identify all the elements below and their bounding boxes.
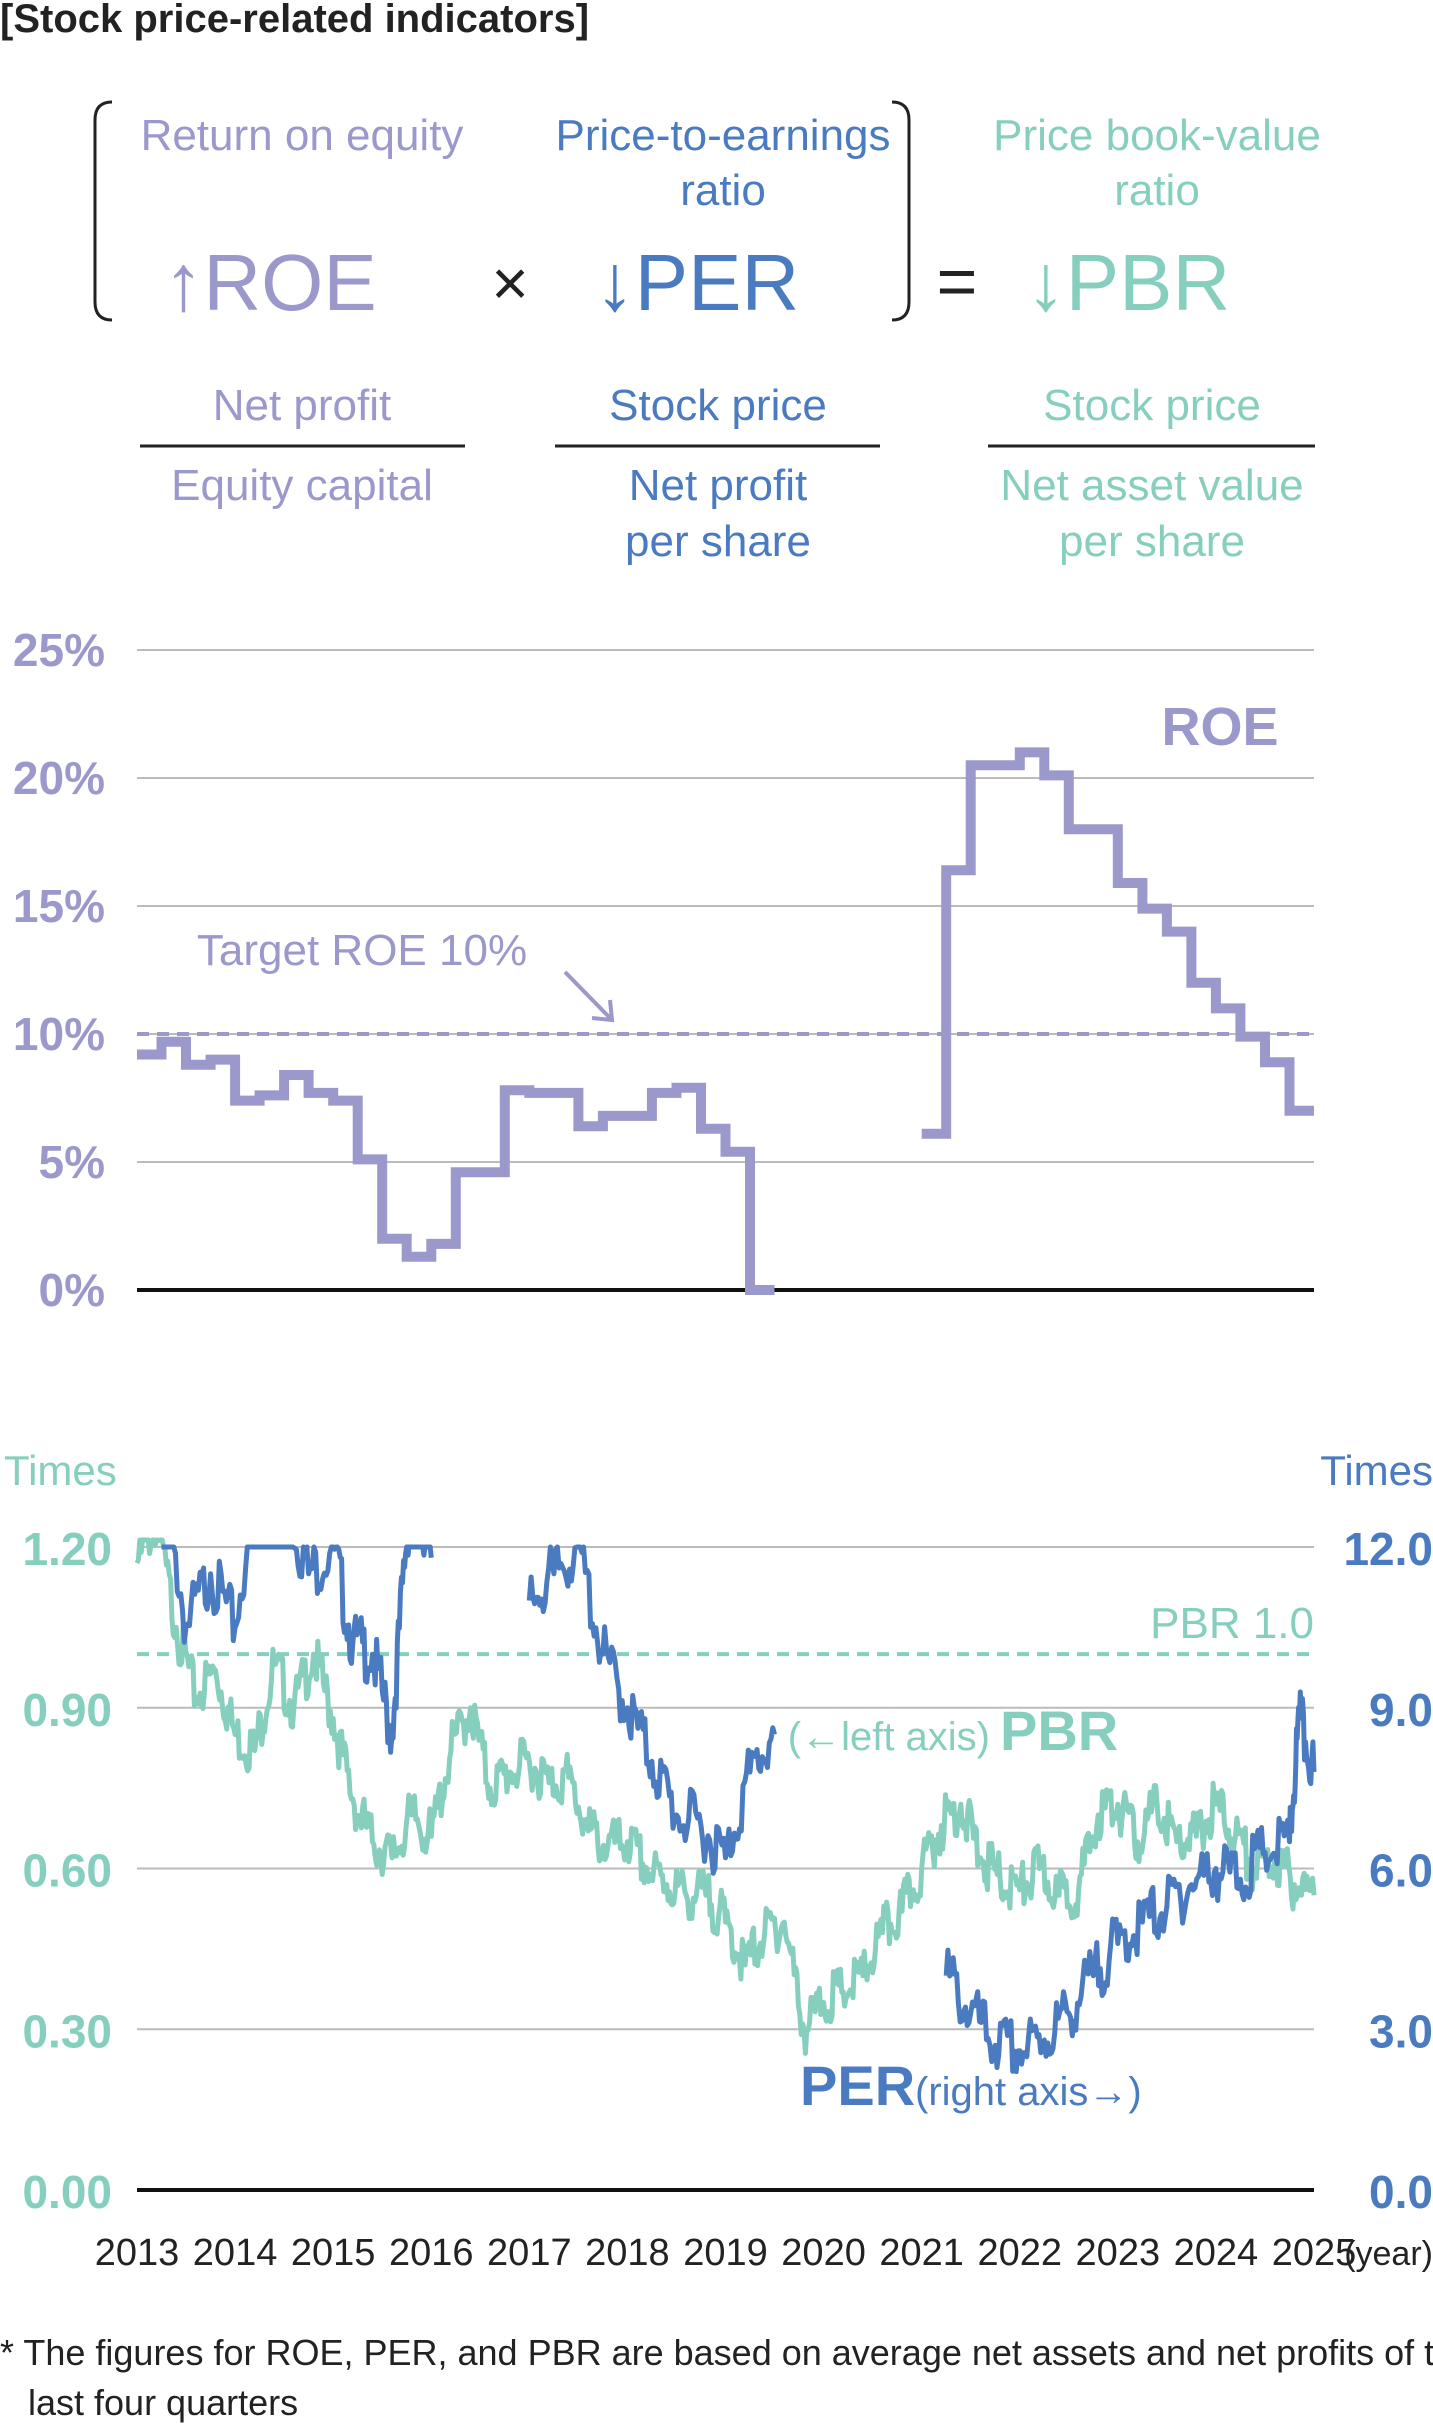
per-denominator-line1: Net profit — [629, 461, 808, 510]
formula-left-bracket — [93, 100, 113, 322]
roe-y-tick-label: 5% — [39, 1136, 105, 1188]
roe-line — [137, 747, 1314, 1295]
left-y-tick-label: 0.30 — [22, 2005, 112, 2057]
roe-target-label: Target ROE 10% — [197, 926, 527, 975]
right-axis-title: Times — [1320, 1447, 1433, 1494]
right-y-tick-label: 0.0 — [1369, 2166, 1433, 2218]
roe-y-tick-label: 15% — [13, 880, 105, 932]
footnote-line1: * The figures for ROE, PER, and PBR are … — [0, 2332, 1433, 2373]
roe-y-tick-label: 0% — [39, 1264, 105, 1316]
pbr-line — [134, 1537, 1317, 2056]
x-tick-label: 2025 — [1272, 2232, 1357, 2274]
pbr-series-label: PBR — [1000, 1699, 1118, 1762]
right-y-tick-label: 6.0 — [1369, 1845, 1433, 1897]
left-axis-title: Times — [4, 1447, 117, 1494]
left-y-tick-label: 1.20 — [22, 1523, 112, 1575]
x-unit-label: (year) — [1344, 2235, 1433, 2273]
x-tick-label: 2023 — [1076, 2232, 1161, 2274]
pbr-name-line2: ratio — [1114, 166, 1200, 215]
roe-series-label: ROE — [1161, 697, 1278, 757]
right-y-tick-label: 3.0 — [1369, 2005, 1433, 2057]
pbr-numerator: Stock price — [1043, 381, 1261, 430]
per-numerator: Stock price — [609, 381, 827, 430]
roe-y-tick-label: 10% — [13, 1008, 105, 1060]
roe-chart: 0% 5% 10% 15% 20% 25% Target ROE 10% ROE — [13, 624, 1314, 1316]
per-symbol: ↓PER — [595, 238, 800, 327]
roe-y-tick-label: 25% — [13, 624, 105, 676]
left-y-tick-label: 0.90 — [22, 1684, 112, 1736]
pbr-denominator-line1: Net asset value — [1000, 461, 1303, 510]
roe-name: Return on equity — [141, 111, 464, 160]
roe-numerator: Net profit — [213, 381, 392, 430]
equals-sign: = — [937, 242, 978, 320]
pbr-reference-label: PBR 1.0 — [1150, 1599, 1314, 1648]
left-y-tick-label: 0.60 — [22, 1845, 112, 1897]
pbr-label-prefix: (←left axis) — [788, 1715, 990, 1759]
pbr-symbol: ↓PBR — [1026, 238, 1231, 327]
left-y-tick-label: 0.00 — [22, 2166, 112, 2218]
x-tick-label: 2013 — [95, 2232, 180, 2274]
per-label-suffix: (right axis→) — [915, 2070, 1142, 2114]
times-sign: × — [491, 247, 528, 319]
x-tick-label: 2016 — [389, 2232, 474, 2274]
roe-target-arrow — [563, 970, 615, 1023]
roe-y-tick-label: 20% — [13, 752, 105, 804]
pbr-per-chart: 0.00 0.30 0.60 0.90 1.20 0.0 3.0 6.0 9.0 12.0 Time… — [4, 1447, 1433, 2274]
x-tick-label: 2022 — [977, 2232, 1062, 2274]
right-y-tick-label: 12.0 — [1343, 1523, 1433, 1575]
footnote-line2: last four quarters — [28, 2382, 298, 2423]
roe-denominator: Equity capital — [171, 461, 433, 510]
x-tick-label: 2015 — [291, 2232, 376, 2274]
x-tick-label: 2014 — [193, 2232, 278, 2274]
per-line — [160, 1544, 1317, 2075]
x-tick-label: 2024 — [1174, 2232, 1259, 2274]
x-tick-label: 2019 — [683, 2232, 768, 2274]
pbr-name-line1: Price book-value — [993, 111, 1321, 160]
per-name-line1: Price-to-earnings — [555, 111, 890, 160]
x-tick-label: 2021 — [879, 2232, 964, 2274]
pbr-denominator-line2: per share — [1059, 517, 1245, 566]
right-y-tick-label: 9.0 — [1369, 1684, 1433, 1736]
roe-symbol: ↑ROE — [163, 238, 376, 327]
per-denominator-line2: per share — [625, 517, 811, 566]
x-tick-label: 2017 — [487, 2232, 572, 2274]
page-title: [Stock price-related indicators] — [0, 0, 589, 41]
formula-right-bracket — [891, 100, 911, 322]
x-tick-label: 2018 — [585, 2232, 670, 2274]
per-name-line2: ratio — [680, 166, 766, 215]
per-series-label: PER — [800, 2054, 915, 2117]
x-tick-label: 2020 — [781, 2232, 866, 2274]
